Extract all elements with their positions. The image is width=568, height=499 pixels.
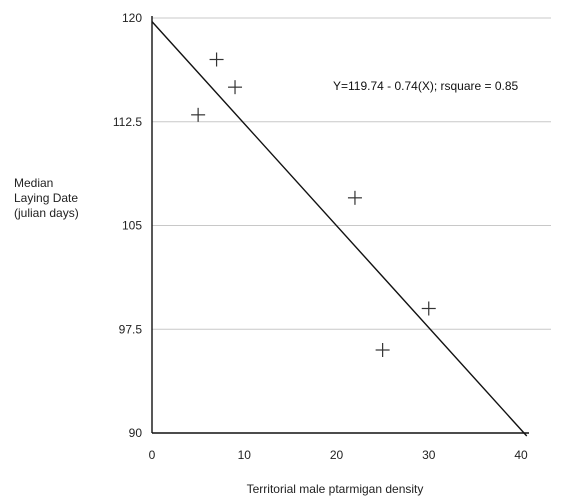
y-tick-label: 97.5 [119, 322, 143, 336]
x-tick-label: 10 [238, 448, 252, 462]
x-tick-label: 40 [514, 448, 528, 462]
x-axis-title: Territorial male ptarmigan density [247, 482, 424, 496]
data-point [191, 107, 206, 122]
data-point [421, 301, 436, 316]
x-tick-labels: 0 10 20 30 40 [149, 448, 528, 462]
y-axis-title-line: (julian days) [14, 206, 79, 220]
y-axis-title-line: Median [14, 176, 54, 190]
x-tick-label: 0 [149, 448, 156, 462]
regression-annotation: Y=119.74 - 0.74(X); rsquare = 0.85 [333, 79, 519, 93]
y-axis-title-line: Laying Date [14, 191, 79, 205]
data-point [209, 52, 224, 67]
grid-lines [152, 17, 551, 330]
y-tick-label: 105 [122, 219, 142, 233]
data-point [347, 190, 362, 205]
y-tick-labels: 90 97.5 105 112.5 120 [113, 11, 142, 440]
y-axis-title: Median Laying Date (julian days) [14, 176, 104, 221]
regression-line [151, 21, 528, 437]
data-points [191, 52, 436, 357]
regression-line-group [151, 21, 528, 437]
y-tick-label: 90 [129, 426, 143, 440]
x-tick-label: 30 [422, 448, 436, 462]
data-point [375, 343, 390, 357]
axes [151, 16, 529, 434]
y-tick-label: 120 [122, 11, 142, 25]
x-tick-label: 20 [330, 448, 344, 462]
data-point [228, 80, 243, 95]
y-tick-label: 112.5 [113, 115, 142, 129]
